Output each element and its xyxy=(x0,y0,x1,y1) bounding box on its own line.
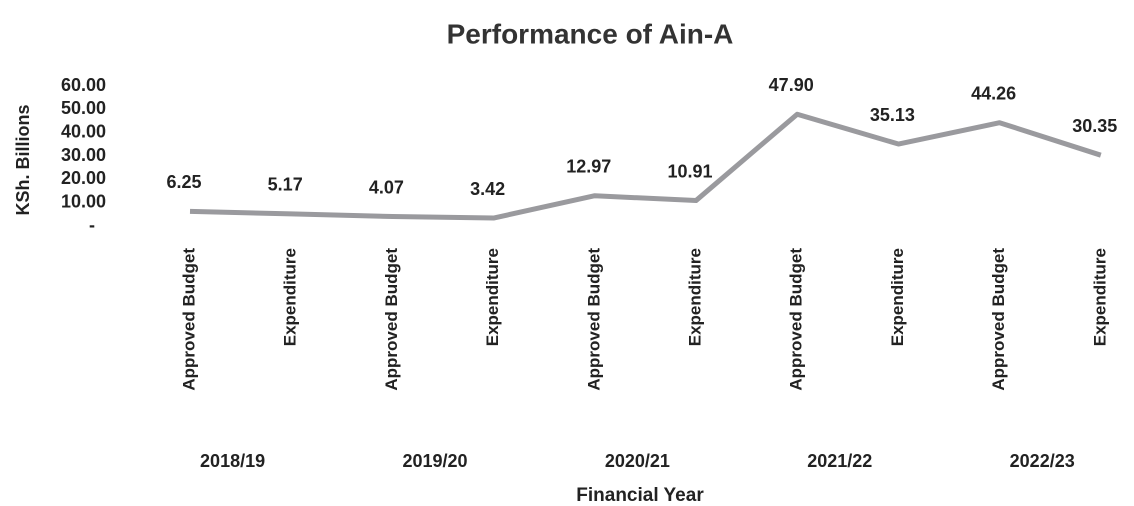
x-tick-label: Expenditure xyxy=(1090,248,1109,346)
data-label: 47.90 xyxy=(769,75,814,95)
x-tick-label: Expenditure xyxy=(483,248,502,346)
data-label: 12.97 xyxy=(566,156,611,176)
x-tick-label: Approved Budget xyxy=(989,248,1008,391)
x-axis-title: Financial Year xyxy=(576,485,704,506)
y-tick-label: 50.00 xyxy=(61,98,106,118)
x-tick-label: Approved Budget xyxy=(584,248,603,391)
group-label: 2018/19 xyxy=(200,451,265,471)
group-label: 2020/21 xyxy=(605,451,670,471)
group-label: 2022/23 xyxy=(1010,451,1075,471)
data-label: 5.17 xyxy=(268,175,303,195)
y-tick-label: 20.00 xyxy=(61,168,106,188)
y-axis-title: KSh. Billions xyxy=(13,104,33,215)
y-tick-label: 30.00 xyxy=(61,145,106,165)
y-tick-label: 10.00 xyxy=(61,191,106,211)
line xyxy=(189,111,1102,221)
group-label: 2021/22 xyxy=(807,451,872,471)
data-label: 4.07 xyxy=(369,177,404,197)
y-tick-label: 60.00 xyxy=(61,75,106,95)
data-label: 10.91 xyxy=(667,161,712,181)
data-label: 35.13 xyxy=(870,105,915,125)
x-tick-label: Approved Budget xyxy=(787,248,806,391)
x-tick-label: Approved Budget xyxy=(382,248,401,391)
data-label: 30.35 xyxy=(1072,116,1117,136)
data-label: 3.42 xyxy=(470,179,505,199)
y-tick-label: - xyxy=(89,215,95,235)
data-label: 44.26 xyxy=(971,83,1016,103)
data-label: 6.25 xyxy=(166,172,201,192)
chart-title: Performance of Ain-A xyxy=(447,18,734,49)
x-tick-label: Approved Budget xyxy=(179,248,198,391)
y-tick-label: 40.00 xyxy=(61,121,106,141)
x-tick-label: Expenditure xyxy=(888,248,907,346)
group-label: 2019/20 xyxy=(402,451,467,471)
x-tick-label: Expenditure xyxy=(281,248,300,346)
x-tick-label: Expenditure xyxy=(685,248,704,346)
